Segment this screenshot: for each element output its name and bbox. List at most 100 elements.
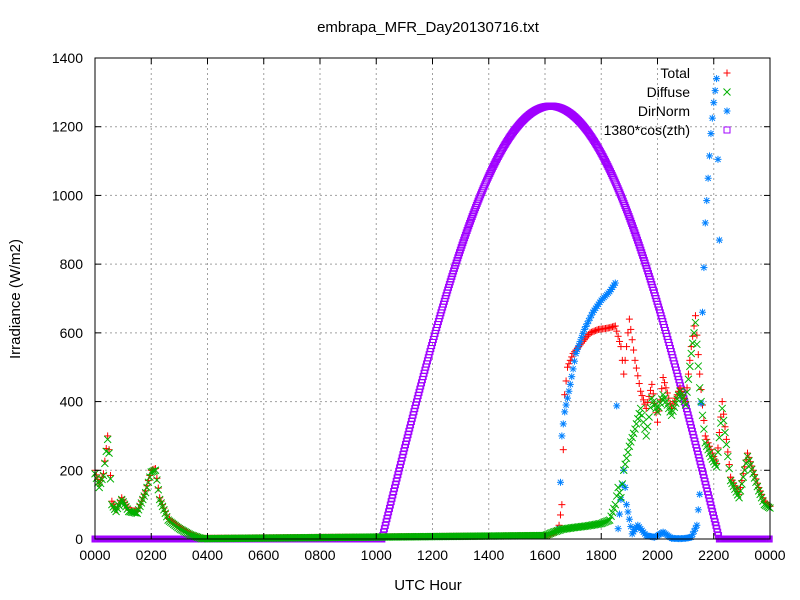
data-point	[145, 473, 154, 482]
data-point	[685, 362, 694, 371]
data-point	[656, 399, 665, 408]
data-point	[714, 448, 722, 457]
data-point	[614, 525, 622, 533]
data-point	[99, 471, 108, 480]
data-point	[613, 402, 621, 410]
data-point	[562, 401, 570, 409]
data-point	[566, 380, 574, 388]
data-point	[95, 483, 104, 492]
data-point	[633, 414, 642, 423]
x-tick-label: 1000	[361, 547, 392, 563]
x-axis-title: UTC Hour	[394, 577, 462, 594]
data-point	[636, 404, 645, 413]
x-tick-label: 1400	[473, 547, 504, 563]
data-point	[638, 392, 646, 400]
series-2	[555, 75, 723, 543]
data-point	[98, 475, 106, 484]
data-point	[694, 351, 702, 359]
data-point	[635, 380, 643, 388]
data-point	[725, 464, 734, 473]
data-point	[738, 480, 746, 488]
data-point	[613, 327, 621, 335]
data-point	[628, 433, 637, 442]
data-point	[556, 511, 564, 519]
data-point	[459, 239, 467, 247]
data-point	[148, 467, 157, 476]
data-point	[690, 329, 698, 337]
data-point	[724, 448, 732, 456]
data-point	[622, 204, 630, 212]
data-point	[151, 466, 160, 475]
data-point	[693, 521, 701, 529]
data-point	[624, 448, 632, 457]
y-tick-label: 200	[60, 462, 84, 478]
x-axis-ticks: 0000 0200 0400 0600 0800 1000 1200 1400 1600 1800…	[79, 58, 786, 563]
data-point	[735, 493, 743, 502]
data-point	[469, 210, 477, 218]
data-point	[621, 356, 629, 364]
data-point	[691, 318, 700, 327]
data-point	[701, 432, 709, 440]
data-point	[623, 501, 631, 509]
y-tick-label: 1400	[52, 50, 83, 66]
data-point	[571, 357, 579, 365]
data-point	[699, 308, 706, 316]
data-point	[628, 219, 636, 227]
data-point	[558, 501, 566, 509]
data-point	[623, 343, 631, 351]
legend-marker	[723, 107, 731, 115]
data-point	[700, 416, 708, 424]
data-point	[659, 374, 667, 382]
data-point	[466, 219, 474, 227]
data-point	[662, 384, 670, 392]
data-point	[714, 155, 722, 163]
y-tick-label: 1000	[52, 187, 83, 203]
data-point	[725, 461, 733, 469]
data-point	[698, 411, 707, 420]
data-point	[624, 508, 632, 516]
legend: Total Diffuse DirNorm 1380*cos(zth)	[604, 65, 731, 138]
data-point	[736, 487, 745, 495]
data-point	[119, 498, 127, 506]
data-point	[637, 387, 645, 395]
data-point	[615, 488, 624, 497]
data-point	[631, 356, 639, 364]
data-point	[634, 236, 642, 244]
data-point	[714, 444, 722, 452]
data-point	[719, 416, 728, 425]
data-point	[745, 456, 753, 465]
data-point	[109, 503, 118, 511]
data-point	[549, 528, 558, 536]
data-point	[461, 234, 469, 242]
data-point	[645, 413, 653, 421]
data-point	[620, 370, 628, 378]
data-point	[683, 384, 691, 392]
data-point	[721, 428, 729, 437]
x-tick-label: 2000	[642, 547, 673, 563]
data-point	[568, 353, 576, 361]
data-point	[539, 531, 548, 540]
data-point	[631, 425, 639, 433]
legend-label: Total	[660, 65, 690, 81]
data-point	[707, 130, 715, 138]
data-point	[188, 531, 196, 540]
data-point	[695, 383, 704, 392]
data-point	[696, 370, 704, 378]
data-point	[105, 449, 113, 457]
data-point	[186, 531, 195, 539]
data-point	[653, 408, 662, 416]
data-point	[604, 516, 613, 525]
data-point	[715, 236, 723, 244]
data-point	[704, 174, 712, 182]
data-point	[630, 226, 638, 234]
data-point	[464, 224, 472, 232]
data-point	[614, 483, 622, 492]
legend-label: Diffuse	[647, 84, 691, 100]
legend-marker	[723, 88, 731, 96]
legend-marker	[723, 69, 731, 77]
data-point	[461, 231, 469, 239]
x-tick-label: 0200	[136, 547, 167, 563]
data-point	[697, 399, 705, 407]
data-point	[611, 279, 619, 287]
